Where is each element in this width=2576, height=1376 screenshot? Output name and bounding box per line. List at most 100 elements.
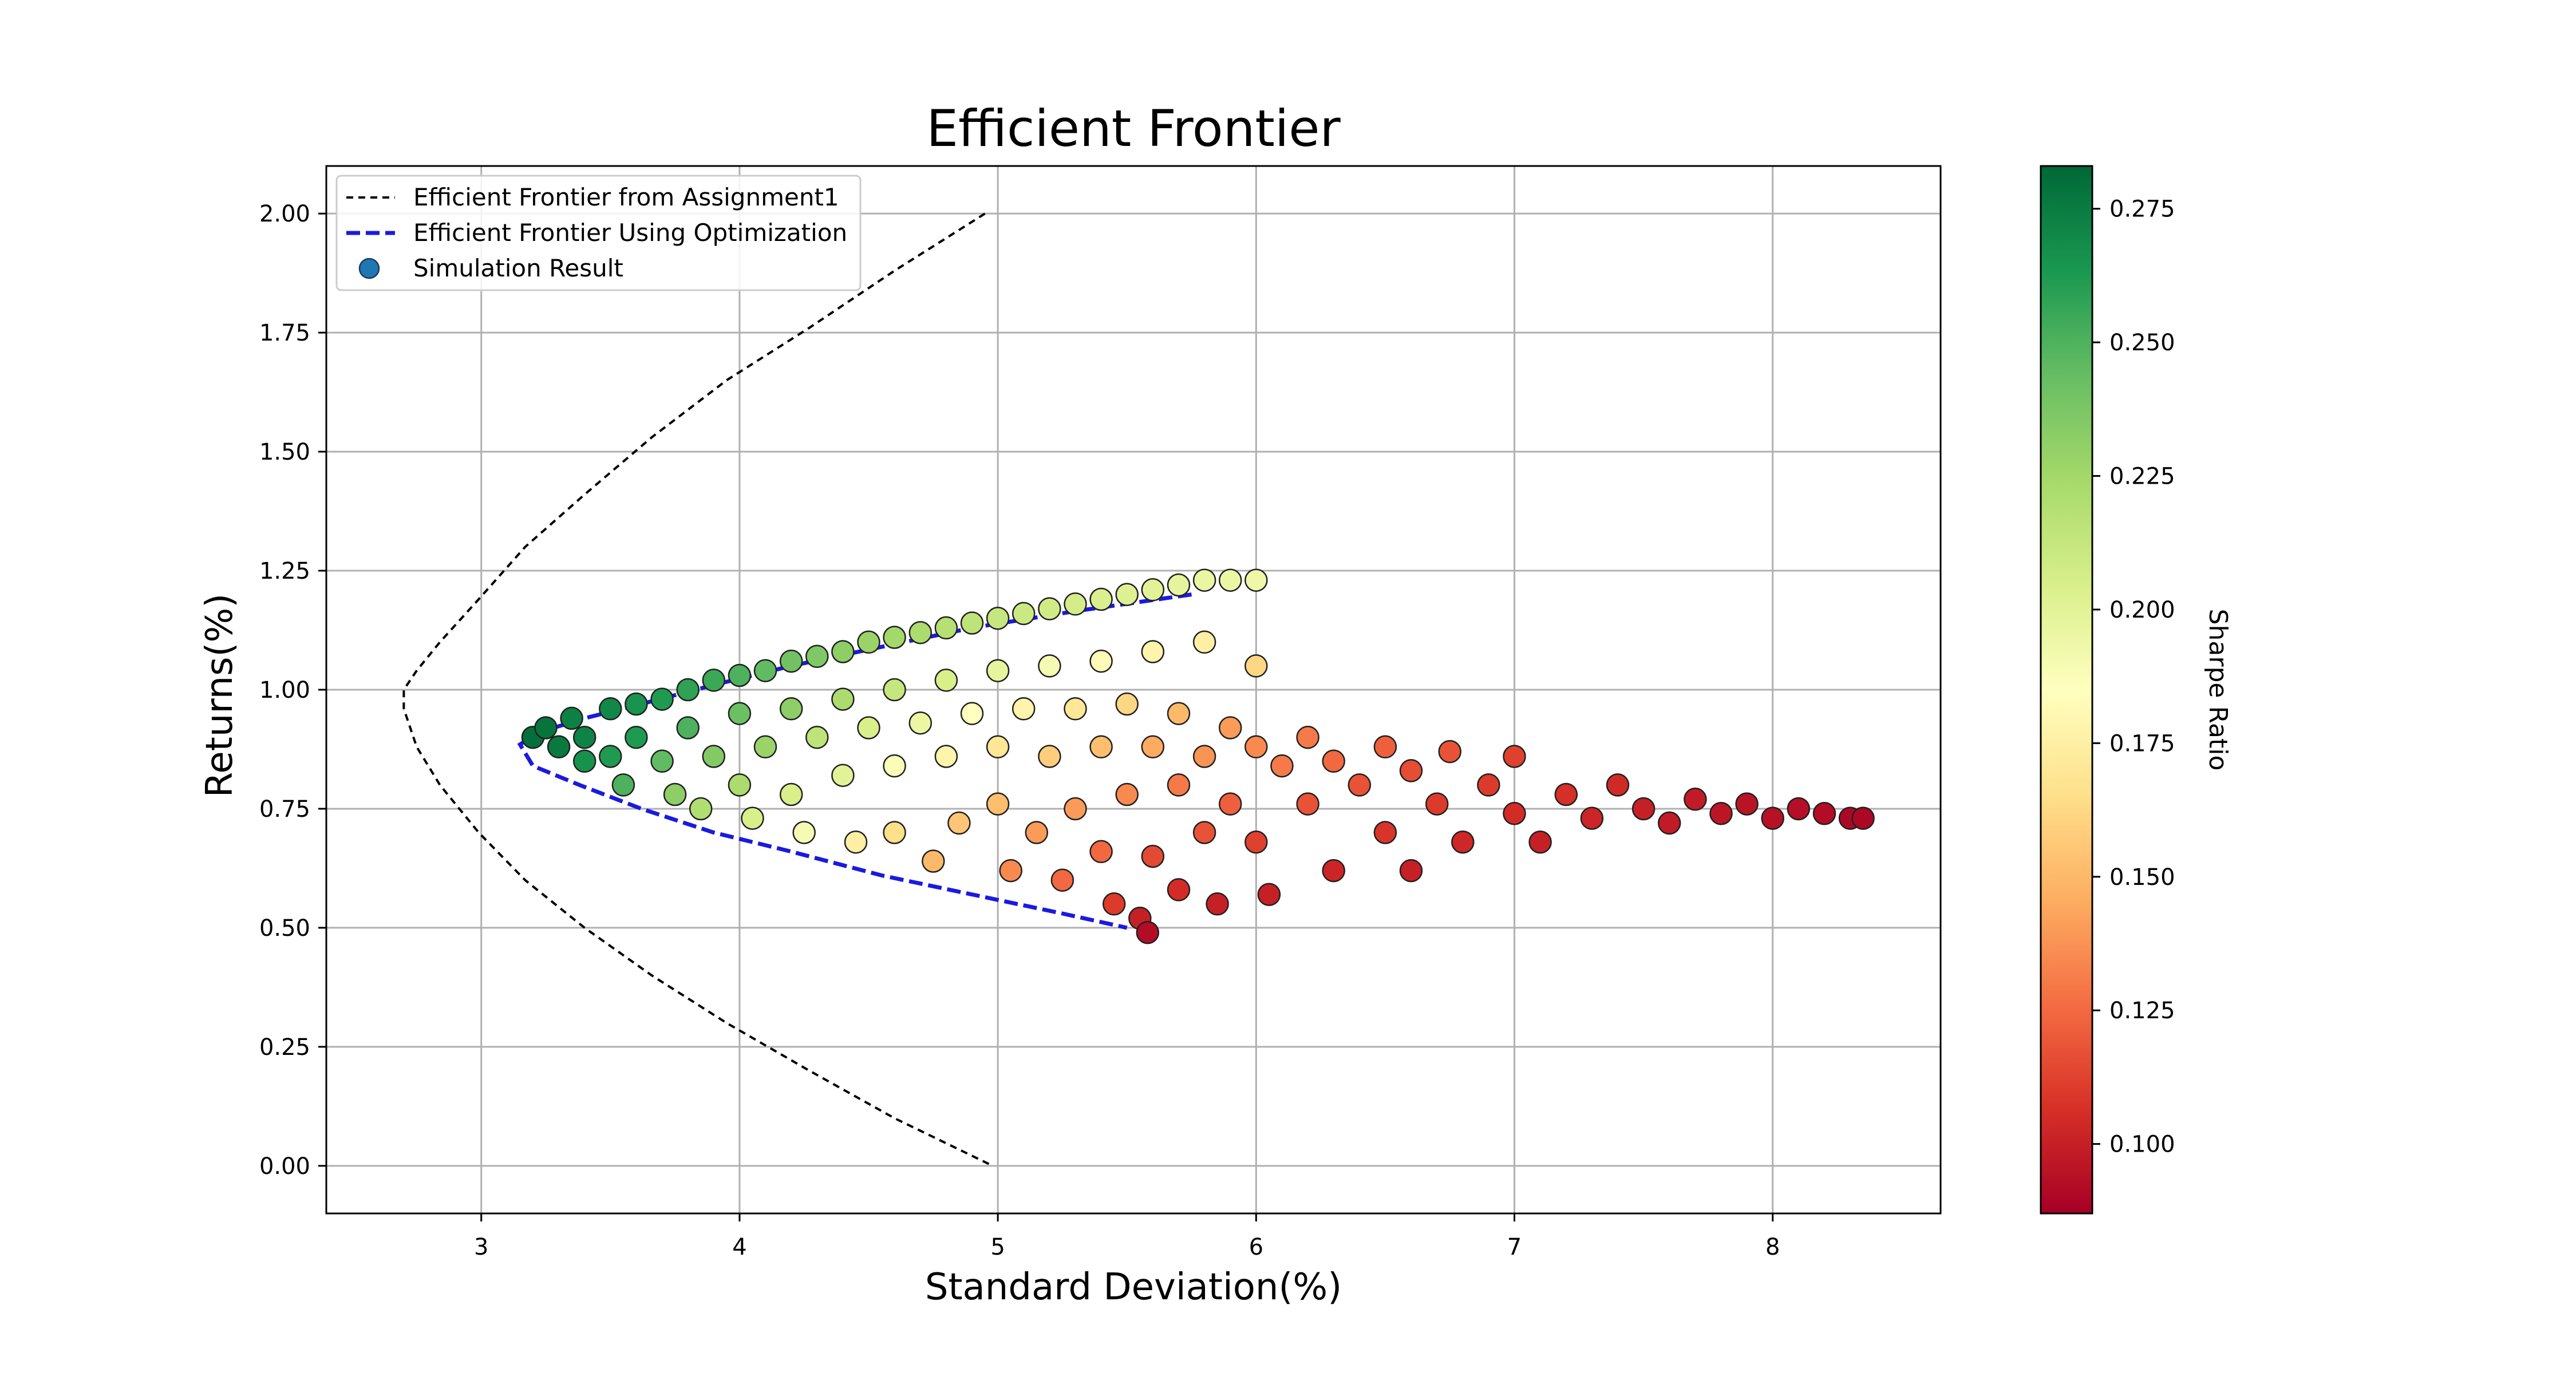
simulation-point — [779, 697, 803, 721]
simulation-point — [986, 735, 1010, 759]
y-tick-label: 2.00 — [259, 201, 310, 227]
simulation-point — [1257, 883, 1281, 906]
simulation-point — [1812, 802, 1836, 825]
simulation-point — [625, 725, 648, 749]
simulation-point — [1244, 830, 1268, 854]
simulation-point — [1761, 806, 1784, 830]
simulation-point — [947, 811, 971, 835]
simulation-point — [1141, 844, 1165, 868]
simulation-point — [1373, 735, 1397, 759]
colorbar-tick-label: 0.175 — [2109, 730, 2175, 757]
simulation-point — [1787, 797, 1811, 821]
colorbar-tick-label: 0.125 — [2109, 998, 2175, 1024]
simulation-point — [779, 649, 803, 673]
y-tick-label: 0.00 — [259, 1153, 310, 1180]
simulation-point — [1425, 792, 1449, 816]
simulation-point — [831, 687, 855, 711]
y-tick-label: 1.00 — [259, 677, 310, 703]
simulation-point — [934, 616, 958, 640]
simulation-point — [728, 663, 752, 687]
y-tick-label: 0.75 — [259, 796, 310, 823]
simulation-point — [1438, 740, 1461, 764]
y-tick-label: 1.50 — [259, 439, 310, 465]
simulation-point — [611, 773, 635, 797]
simulation-point — [1218, 568, 1242, 592]
x-tick-label: 4 — [732, 1234, 746, 1260]
x-tick-label: 5 — [990, 1234, 1005, 1260]
simulation-point — [599, 745, 622, 768]
x-tick-label: 7 — [1507, 1234, 1522, 1260]
plot-series — [402, 212, 1875, 1167]
simulation-point — [1451, 830, 1475, 854]
simulation-point — [1399, 859, 1423, 883]
colorbar-tick-label: 0.250 — [2109, 330, 2175, 356]
legend-marker-simulation — [358, 258, 380, 279]
simulation-point — [599, 697, 622, 721]
simulation-point — [1270, 754, 1294, 778]
simulation-point — [1064, 697, 1087, 721]
simulation-point — [1244, 654, 1268, 678]
simulation-point — [753, 659, 777, 682]
colorbar-tick-label: 0.150 — [2109, 864, 2175, 891]
simulation-point — [857, 630, 880, 654]
simulation-point — [689, 797, 713, 821]
simulation-point — [908, 711, 933, 735]
simulation-point — [1192, 745, 1216, 768]
simulation-point — [560, 706, 583, 730]
simulation-point — [1115, 692, 1139, 716]
simulation-point — [663, 782, 687, 806]
simulation-point — [1735, 792, 1759, 816]
simulation-point — [1192, 630, 1216, 654]
simulation-point — [1050, 868, 1074, 892]
simulation-point — [572, 749, 596, 773]
simulation-point — [1089, 587, 1113, 611]
simulation-point — [831, 764, 855, 787]
colorbar-label: Sharpe Ratio — [2203, 609, 2233, 771]
legend-box — [335, 175, 862, 291]
x-tick-label: 6 — [1249, 1234, 1263, 1260]
simulation-point — [1141, 640, 1165, 663]
simulation-point — [792, 821, 816, 844]
simulation-point — [857, 716, 880, 740]
simulation-point — [1503, 745, 1526, 768]
grid-lines — [326, 166, 1941, 1213]
simulation-point — [1167, 702, 1191, 725]
simulation-point — [1115, 583, 1139, 606]
simulation-point — [1322, 859, 1345, 883]
simulation-point — [1064, 592, 1087, 616]
simulation-point — [986, 606, 1010, 630]
simulation-point — [1089, 649, 1113, 673]
simulation-point — [999, 859, 1022, 883]
simulation-point — [728, 773, 752, 797]
simulation-point — [1554, 782, 1578, 806]
simulation-point — [1528, 830, 1552, 854]
simulation-point — [1851, 806, 1875, 830]
simulation-point — [1141, 578, 1165, 602]
simulation-point — [1244, 735, 1268, 759]
simulation-point — [702, 745, 726, 768]
x-axis-ticks: 3 4 5 6 7 8 — [474, 1213, 1780, 1260]
simulation-point — [547, 735, 571, 759]
simulation-point — [805, 644, 829, 669]
simulation-point — [1089, 840, 1113, 864]
simulation-point — [1167, 878, 1191, 901]
simulation-point — [1115, 782, 1139, 806]
simulation-point — [1244, 568, 1268, 592]
simulation-point — [1631, 797, 1656, 821]
simulation-point — [1102, 892, 1126, 916]
simulation-point — [1322, 749, 1345, 773]
simulation-point — [986, 792, 1010, 816]
colorbar-gradient — [2040, 165, 2093, 1215]
simulation-point — [1606, 773, 1630, 797]
x-tick-label: 3 — [474, 1234, 488, 1260]
simulation-point — [1206, 892, 1229, 916]
legend-label: Simulation Result — [413, 254, 623, 282]
x-axis-label: Standard Deviation(%) — [925, 1266, 1342, 1308]
y-axis-ticks: 0.00 0.25 0.50 0.75 1.00 1.25 1.50 1.75 2.00 — [259, 201, 326, 1180]
simulation-point — [741, 806, 764, 830]
colorbar: Sharpe Ratio 0.100 0.125 0.150 0.175 0.200 0.… — [2040, 165, 2233, 1215]
simulation-point — [1503, 802, 1526, 825]
simulation-point — [572, 725, 596, 749]
simulation-point — [779, 782, 803, 806]
